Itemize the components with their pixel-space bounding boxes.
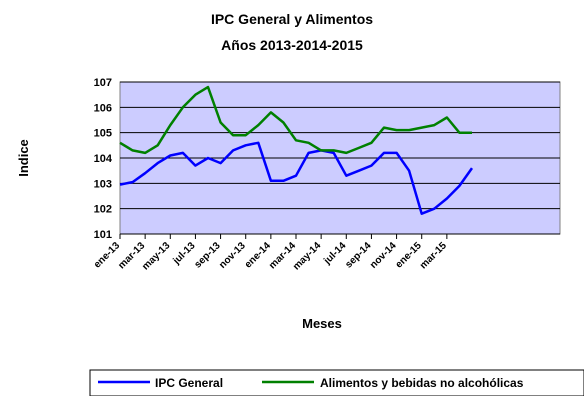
y-tick-label: 103 — [94, 178, 112, 190]
series-line-ipc-general — [119, 141, 474, 215]
x-tick-label: nov-13 — [217, 240, 248, 271]
y-tick-label: 101 — [94, 229, 112, 241]
x-tick-label: sep-13 — [193, 240, 223, 270]
grid-lines — [120, 81, 560, 235]
y-axis-label: Indice — [16, 139, 31, 177]
x-axis-label: Meses — [302, 316, 342, 331]
legend-box — [89, 369, 584, 396]
series-line-alimentos — [119, 85, 472, 155]
legend-label-alimentos: Alimentos y bebidas no alcohólicas — [320, 376, 524, 390]
y-tick-label: 104 — [94, 153, 113, 165]
x-axis: ene-13mar-13may-13jul-13sep-13nov-13ene-… — [92, 234, 449, 272]
x-tick-label: may-14 — [291, 240, 323, 272]
y-axis: 101 102 103 104 105 106 107 — [94, 77, 113, 241]
chart-title: IPC General y Alimentos — [211, 11, 373, 27]
y-tick-label: 106 — [94, 102, 112, 114]
legend-label-ipc-general: IPC General — [155, 376, 223, 390]
y-tick-label: 107 — [94, 77, 112, 89]
legend: IPC General Alimentos y bebidas no alcoh… — [89, 369, 584, 396]
chart-subtitle: Años 2013-2014-2015 — [221, 37, 363, 53]
x-tick-label: may-13 — [140, 240, 172, 272]
series-group — [119, 85, 474, 215]
x-tick-label: mar-15 — [418, 240, 449, 271]
y-tick-label: 102 — [94, 204, 112, 216]
x-tick-label: nov-14 — [368, 240, 399, 271]
y-tick-label: 105 — [94, 128, 112, 140]
x-tick-label: sep-14 — [343, 240, 373, 270]
